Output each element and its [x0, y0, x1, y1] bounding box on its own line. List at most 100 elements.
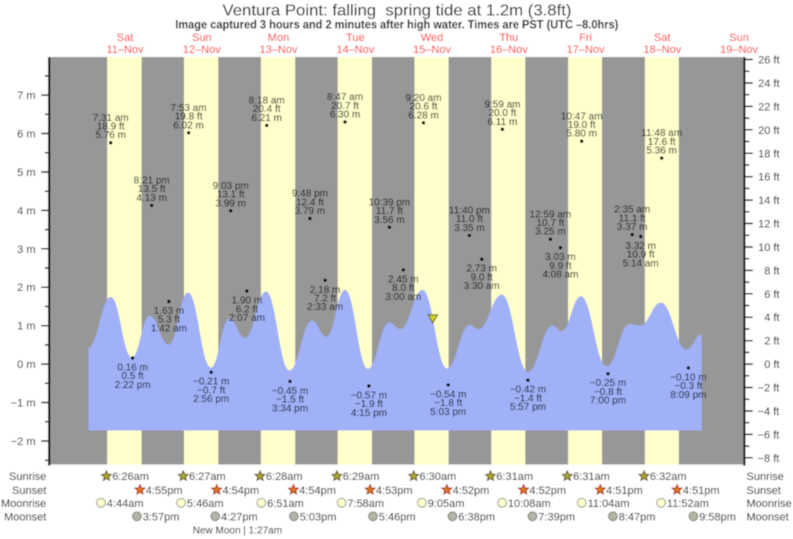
svg-text:6 ft: 6 ft [764, 289, 779, 301]
svg-text:20 ft: 20 ft [758, 125, 779, 137]
svg-text:1.63 m: 1.63 m [154, 306, 185, 317]
svg-text:11–Nov: 11–Nov [106, 44, 144, 56]
svg-text:15–Nov: 15–Nov [413, 44, 451, 56]
svg-text:−0.45 m: −0.45 m [272, 386, 308, 397]
svg-text:12:59 am: 12:59 am [530, 209, 572, 220]
svg-text:13.1 ft: 13.1 ft [217, 190, 245, 201]
svg-text:10 ft: 10 ft [758, 242, 779, 254]
svg-text:7.2 ft: 7.2 ft [314, 294, 336, 305]
svg-text:5 m: 5 m [17, 167, 35, 179]
svg-text:14 ft: 14 ft [758, 195, 779, 207]
svg-text:5:14 am: 5:14 am [623, 258, 659, 269]
svg-text:1 m: 1 m [17, 321, 35, 333]
svg-text:6.30 m: 6.30 m [330, 110, 361, 121]
svg-text:11.0 ft: 11.0 ft [456, 214, 483, 225]
svg-text:−0.10 m: −0.10 m [670, 372, 706, 383]
svg-text:4.13 m: 4.13 m [136, 193, 167, 204]
svg-text:0.5 ft: 0.5 ft [121, 371, 143, 382]
svg-text:Mon: Mon [268, 32, 289, 44]
svg-text:−2 ft: −2 ft [758, 383, 780, 395]
svg-text:−2 m: −2 m [11, 436, 36, 448]
svg-text:−6 ft: −6 ft [758, 429, 780, 441]
svg-text:9.0 ft: 9.0 ft [471, 272, 493, 283]
svg-text:6:28am: 6:28am [266, 471, 303, 483]
svg-text:3.37 m: 3.37 m [617, 222, 648, 233]
svg-text:11:48 am: 11:48 am [641, 128, 682, 139]
svg-text:Sunset: Sunset [747, 485, 781, 497]
svg-text:6 m: 6 m [17, 129, 35, 141]
svg-text:3.25 m: 3.25 m [535, 227, 566, 238]
svg-text:5.76 m: 5.76 m [95, 130, 126, 141]
svg-text:3:34 pm: 3:34 pm [272, 403, 308, 414]
svg-text:4:51pm: 4:51pm [683, 485, 720, 497]
svg-text:8.0 ft: 8.0 ft [392, 283, 414, 294]
svg-text:10.9 ft: 10.9 ft [627, 250, 655, 261]
svg-text:Sunrise: Sunrise [747, 471, 784, 483]
svg-text:Tue: Tue [346, 32, 365, 44]
svg-text:4:44am: 4:44am [107, 498, 144, 510]
svg-text:6.21 m: 6.21 m [251, 113, 282, 124]
svg-text:1.90 m: 1.90 m [232, 296, 263, 307]
svg-text:−1.4 ft: −1.4 ft [514, 393, 542, 404]
svg-text:5:57 pm: 5:57 pm [510, 402, 546, 413]
svg-text:12.4 ft: 12.4 ft [296, 197, 324, 208]
svg-text:Image captured 3 hours and 2 m: Image captured 3 hours and 2 minutes aft… [175, 18, 618, 32]
svg-text:6.11 m: 6.11 m [487, 117, 517, 128]
svg-text:2 m: 2 m [17, 282, 35, 294]
svg-text:3.32 m: 3.32 m [625, 241, 656, 252]
svg-text:0 ft: 0 ft [764, 359, 779, 371]
svg-text:5.3 ft: 5.3 ft [158, 315, 180, 326]
svg-text:6.2 ft: 6.2 ft [236, 304, 258, 315]
svg-text:16–Nov: 16–Nov [490, 44, 528, 56]
svg-text:2:56 pm: 2:56 pm [193, 394, 229, 405]
svg-text:Ventura Point: falling spring: Ventura Point: falling spring tide at 1.… [223, 3, 572, 20]
svg-text:8:47 am: 8:47 am [327, 92, 363, 103]
svg-text:4:54pm: 4:54pm [299, 485, 336, 497]
svg-text:13.5 ft: 13.5 ft [138, 184, 166, 195]
svg-text:11.7 ft: 11.7 ft [376, 206, 403, 217]
svg-text:26 ft: 26 ft [758, 55, 779, 67]
svg-text:Sun: Sun [192, 32, 212, 44]
svg-text:−1.5 ft: −1.5 ft [276, 395, 304, 406]
svg-text:7:58am: 7:58am [347, 498, 384, 510]
svg-text:11:52am: 11:52am [667, 498, 709, 510]
svg-text:Moonrise: Moonrise [747, 498, 792, 510]
svg-text:18 ft: 18 ft [758, 148, 779, 160]
svg-text:2:33 am: 2:33 am [307, 302, 343, 313]
svg-text:19–Nov: 19–Nov [720, 44, 758, 56]
svg-text:12 ft: 12 ft [758, 219, 779, 231]
svg-text:2:35 am: 2:35 am [614, 205, 650, 216]
svg-text:19.0 ft: 19.0 ft [568, 120, 596, 131]
svg-text:8:09 pm: 8:09 pm [670, 390, 706, 401]
svg-text:6:31am: 6:31am [573, 471, 610, 483]
svg-text:4:55pm: 4:55pm [146, 485, 183, 497]
svg-text:10:47 am: 10:47 am [561, 111, 603, 122]
svg-text:8:47pm: 8:47pm [619, 511, 656, 523]
svg-text:4:51pm: 4:51pm [606, 485, 643, 497]
svg-text:3:57pm: 3:57pm [143, 511, 180, 523]
svg-text:11:04am: 11:04am [588, 498, 630, 510]
svg-text:20.0 ft: 20.0 ft [488, 108, 516, 119]
svg-text:3.03 m: 3.03 m [545, 252, 576, 263]
svg-text:18.9 ft: 18.9 ft [97, 122, 125, 133]
svg-text:3.99 m: 3.99 m [215, 198, 246, 209]
svg-text:3:00 am: 3:00 am [385, 292, 421, 303]
svg-text:5:46am: 5:46am [187, 498, 224, 510]
svg-text:−0.57 m: −0.57 m [351, 391, 387, 402]
svg-text:4 ft: 4 ft [764, 312, 779, 324]
svg-text:3.35 m: 3.35 m [454, 223, 485, 234]
svg-text:6:38pm: 6:38pm [458, 511, 495, 523]
svg-text:13–Nov: 13–Nov [260, 44, 298, 56]
svg-text:2.18 m: 2.18 m [310, 285, 341, 296]
svg-text:6:26am: 6:26am [112, 471, 149, 483]
svg-text:Moonrise: Moonrise [1, 498, 46, 510]
svg-text:Sat: Sat [654, 32, 671, 44]
svg-text:Moonset: Moonset [4, 511, 46, 523]
svg-text:6:27am: 6:27am [189, 471, 226, 483]
svg-text:−4 ft: −4 ft [758, 406, 780, 418]
svg-text:Sunset: Sunset [12, 485, 46, 497]
svg-text:Sun: Sun [729, 32, 749, 44]
svg-text:−0.8 ft: −0.8 ft [594, 387, 622, 398]
svg-text:4 m: 4 m [17, 205, 35, 217]
svg-text:8:21 pm: 8:21 pm [134, 176, 170, 187]
